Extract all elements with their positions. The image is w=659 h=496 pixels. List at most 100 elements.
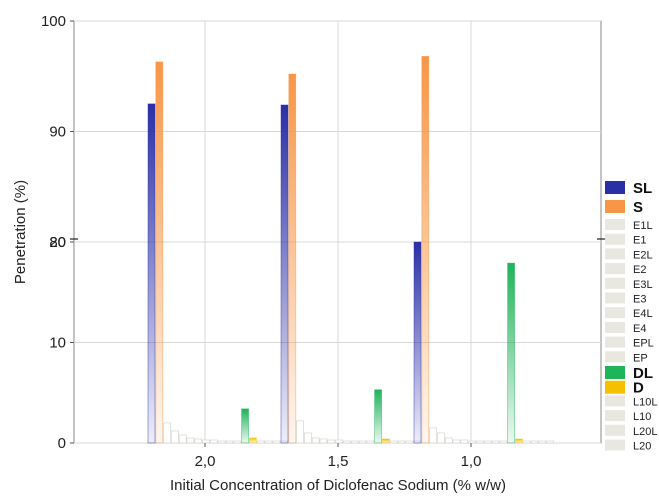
bar-l20l-1	[405, 440, 414, 444]
bar-s-0	[155, 61, 164, 444]
bar-e3l-0	[194, 438, 203, 444]
legend-swatch	[605, 395, 625, 407]
bar-e3l-2	[460, 439, 469, 444]
legend-swatch	[605, 263, 625, 275]
bar-e1l-1	[296, 420, 304, 444]
bar-e3l-1	[327, 439, 336, 444]
bar-l10l-2	[522, 440, 531, 444]
bar-d-1	[382, 438, 390, 444]
legend-label: L10	[633, 411, 651, 423]
bar-e2l-1	[311, 437, 320, 444]
bar-e1l-2	[429, 427, 437, 444]
bar-e1-2	[437, 432, 445, 444]
legend-swatch	[605, 439, 625, 451]
y-tick-label: 0	[58, 435, 66, 452]
bar-sl-0	[147, 103, 156, 444]
x-tick-label: 1,0	[461, 453, 482, 470]
bar-ep-1	[366, 440, 375, 444]
bar-epl-2	[491, 440, 500, 444]
bar-e2-0	[186, 437, 195, 444]
legend-swatch	[605, 248, 625, 260]
y-tick-label: 20	[49, 234, 66, 251]
bar-e1l-0	[163, 422, 171, 444]
x-tick-label: 1,5	[328, 453, 349, 470]
bar-e3-0	[202, 439, 210, 444]
legend-swatch	[605, 277, 625, 289]
bar-e4-0	[217, 440, 226, 444]
legend-label: E1L	[633, 220, 653, 232]
y-tick-label: 90	[49, 124, 66, 141]
legend-label: E3	[633, 294, 646, 306]
bar-epl-0	[225, 440, 234, 444]
y-tick-label: 80	[49, 234, 66, 251]
legend-swatch	[605, 233, 625, 245]
legend-label: EPL	[633, 338, 654, 350]
bar-dl-2	[507, 262, 515, 444]
bar-e4l-0	[210, 439, 218, 444]
legend-swatch	[605, 410, 625, 422]
legend-swatch	[605, 200, 625, 213]
legend-swatch	[605, 351, 625, 363]
legend-label: D	[633, 380, 644, 397]
legend-label: E4	[633, 323, 646, 335]
legend-swatch	[605, 366, 625, 379]
y-tick-label: 100	[41, 13, 66, 30]
legend-swatch	[605, 380, 625, 394]
bar-l20l-2	[538, 440, 547, 444]
bar-l10l-1	[389, 440, 398, 444]
legend-label: L10L	[633, 396, 657, 408]
bar-e2-2	[452, 439, 461, 444]
bar-s-2	[421, 56, 430, 444]
x-axis-title: Initial Concentration of Diclofenac Sodi…	[170, 477, 506, 494]
bar-dl-0	[241, 408, 249, 444]
legend-label: SL	[633, 180, 652, 197]
y-tick-label: 10	[49, 335, 66, 352]
bar-l10-2	[530, 440, 539, 444]
bar-e1-1	[304, 432, 312, 444]
legend-label: E4L	[633, 308, 653, 320]
legend-label: EP	[633, 352, 648, 364]
legend-label: DL	[633, 365, 653, 382]
legend-swatch	[605, 181, 625, 194]
bar-e2l-2	[444, 437, 453, 444]
legend-swatch	[605, 336, 625, 348]
bar-sl-1	[280, 104, 289, 444]
bar-e4l-2	[476, 440, 484, 444]
legend-label: E2	[633, 264, 646, 276]
bar-l10l-0	[256, 440, 265, 444]
bar-sl-2	[413, 241, 422, 444]
legend-label: L20	[633, 441, 651, 453]
bar-e4-2	[483, 440, 492, 444]
legend-label: L20L	[633, 426, 657, 438]
x-tick-label: 2,0	[195, 453, 216, 470]
bar-d-0	[249, 437, 257, 444]
bar-l10-0	[264, 440, 273, 444]
bars	[147, 56, 554, 444]
bar-ep-0	[233, 440, 242, 444]
y-axis-title: Penetration (%)	[12, 180, 29, 284]
legend-swatch	[605, 307, 625, 319]
bar-e2l-0	[178, 434, 187, 444]
legend-label: E2L	[633, 249, 653, 261]
bar-dl-1	[374, 389, 382, 444]
bar-e3-2	[468, 440, 476, 444]
bar-e1-0	[171, 430, 179, 444]
bar-ep-2	[499, 440, 508, 444]
legend-swatch	[605, 424, 625, 436]
bar-d-2	[515, 438, 523, 444]
bar-e4-1	[350, 440, 359, 444]
bar-e2-1	[319, 438, 328, 444]
legend-swatch	[605, 292, 625, 304]
bar-l20l-0	[272, 440, 281, 444]
bar-l20-2	[546, 440, 554, 444]
bar-s-1	[288, 73, 297, 444]
legend-swatch	[605, 219, 625, 230]
legend-label: E3L	[633, 279, 653, 291]
bar-e4l-1	[343, 440, 351, 444]
bar-e3-1	[335, 439, 343, 444]
bar-l10-1	[397, 440, 406, 444]
legend-label: S	[633, 199, 643, 216]
